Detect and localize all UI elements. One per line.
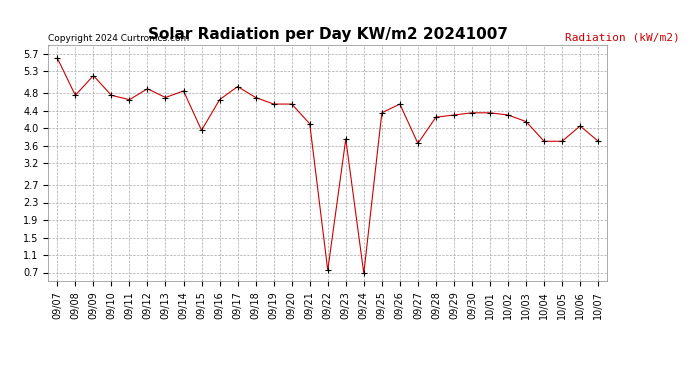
Title: Solar Radiation per Day KW/m2 20241007: Solar Radiation per Day KW/m2 20241007: [148, 27, 508, 42]
Text: Radiation (kW/m2): Radiation (kW/m2): [565, 33, 680, 43]
Text: Copyright 2024 Curtronics.com: Copyright 2024 Curtronics.com: [48, 34, 190, 43]
